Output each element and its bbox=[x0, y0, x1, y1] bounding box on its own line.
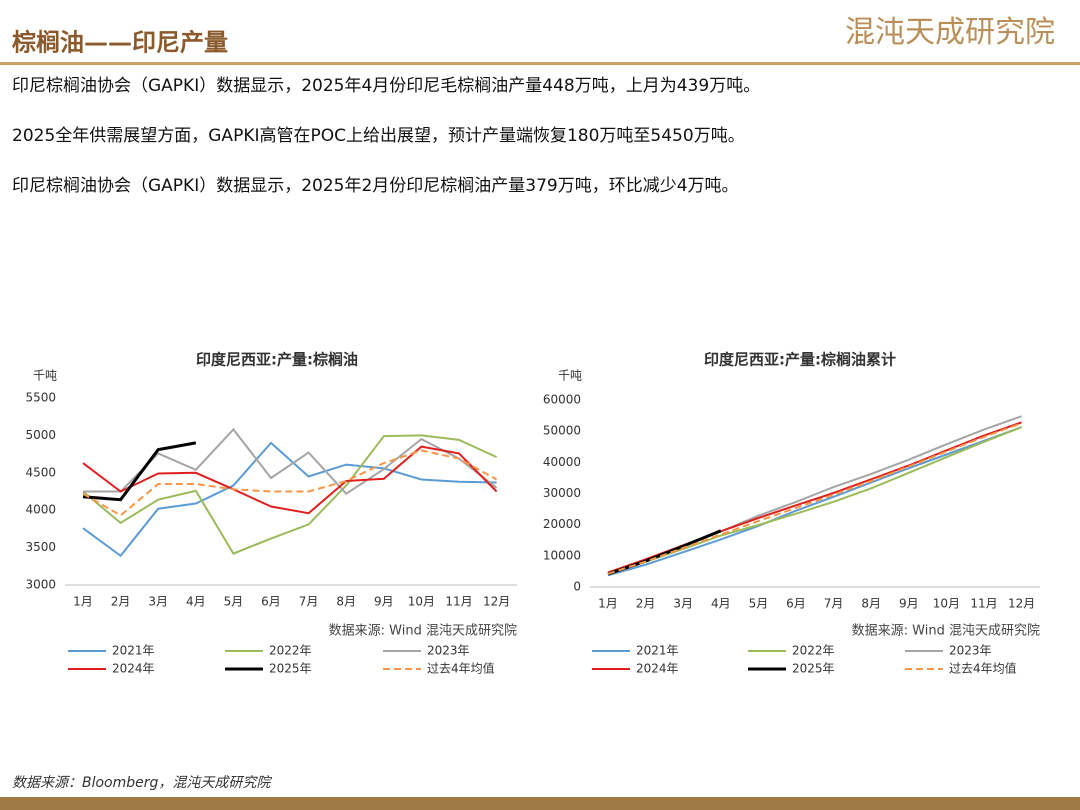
series-line bbox=[82, 441, 497, 558]
series-line bbox=[607, 529, 722, 576]
x-tick-label: 12月 bbox=[1008, 597, 1035, 611]
chart-title: 印度尼西亚:产量:棕榈油累计 bbox=[704, 351, 896, 369]
legend-label: 2025年 bbox=[269, 662, 312, 676]
x-tick-label: 12月 bbox=[483, 595, 510, 609]
x-tick-label: 5月 bbox=[749, 597, 769, 611]
legend-label: 2021年 bbox=[636, 644, 679, 658]
legend-label: 2024年 bbox=[112, 662, 155, 676]
series-line bbox=[82, 445, 498, 515]
y-tick-label: 30000 bbox=[543, 486, 581, 500]
x-tick-label: 9月 bbox=[374, 595, 394, 609]
legend-label: 2025年 bbox=[792, 662, 835, 676]
legend-label: 2022年 bbox=[269, 644, 312, 658]
y-tick-label: 5000 bbox=[25, 428, 56, 442]
x-tick-label: 2月 bbox=[636, 597, 656, 611]
x-tick-label: 4月 bbox=[711, 597, 731, 611]
x-tick-label: 5月 bbox=[224, 595, 244, 609]
x-tick-label: 3月 bbox=[148, 595, 168, 609]
x-tick-label: 4月 bbox=[186, 595, 206, 609]
x-tick-label: 6月 bbox=[786, 597, 806, 611]
y-tick-label: 0 bbox=[573, 580, 581, 594]
legend-label: 过去4年均值 bbox=[427, 661, 495, 676]
chart-title: 印度尼西亚:产量:棕榈油 bbox=[196, 351, 358, 369]
paragraph: 印尼棕榈油协会（GAPKI）数据显示，2025年4月份印尼毛棕榈油产量448万吨… bbox=[12, 76, 760, 96]
footer-bar bbox=[0, 797, 1080, 810]
x-tick-label: 8月 bbox=[336, 595, 356, 609]
series-line bbox=[82, 449, 498, 517]
x-tick-label: 10月 bbox=[408, 595, 435, 609]
paragraph: 印尼棕榈油协会（GAPKI）数据显示，2025年2月份印尼棕榈油产量379万吨，… bbox=[12, 176, 739, 196]
chart-source: 数据来源: Wind 混沌天成研究院 bbox=[329, 624, 517, 639]
series-line bbox=[83, 427, 498, 496]
y-tick-label: 20000 bbox=[543, 517, 581, 531]
y-tick-label: 10000 bbox=[543, 548, 581, 562]
x-tick-label: 3月 bbox=[673, 597, 693, 611]
y-tick-label: 40000 bbox=[543, 455, 581, 469]
legend-label: 2022年 bbox=[792, 644, 835, 658]
x-tick-label: 7月 bbox=[824, 597, 844, 611]
x-tick-label: 2月 bbox=[111, 595, 131, 609]
x-tick-label: 11月 bbox=[970, 597, 997, 611]
y-tick-label: 3500 bbox=[25, 540, 56, 554]
slide-title: 棕榈油——印尼产量 bbox=[12, 28, 228, 57]
legend-label: 2024年 bbox=[636, 662, 679, 676]
legend-label: 2023年 bbox=[949, 644, 992, 658]
y-unit: 千吨 bbox=[33, 369, 57, 383]
y-tick-label: 60000 bbox=[543, 393, 581, 407]
series-line bbox=[607, 426, 1022, 577]
x-tick-label: 6月 bbox=[261, 595, 281, 609]
x-tick-label: 1月 bbox=[73, 595, 93, 609]
series-line bbox=[82, 441, 197, 502]
y-tick-label: 4500 bbox=[25, 465, 56, 479]
x-tick-label: 9月 bbox=[899, 597, 919, 611]
series-line bbox=[82, 434, 498, 555]
chart-source: 数据来源: Wind 混沌天成研究院 bbox=[852, 624, 1040, 639]
header-rule bbox=[0, 62, 1080, 65]
footer-source: 数据来源：Bloomberg，混沌天成研究院 bbox=[12, 775, 272, 791]
legend-label: 2021年 bbox=[112, 644, 155, 658]
y-tick-label: 4000 bbox=[25, 503, 56, 517]
paragraph: 2025全年供需展望方面，GAPKI高管在POC上给出展望，预计产量端恢复180… bbox=[12, 126, 745, 146]
legend-label: 2023年 bbox=[427, 644, 470, 658]
x-tick-label: 11月 bbox=[445, 595, 472, 609]
logo: 混沌天成研究院 bbox=[845, 15, 1055, 50]
series-line bbox=[607, 422, 1022, 575]
y-tick-label: 3000 bbox=[25, 578, 56, 592]
x-tick-label: 7月 bbox=[299, 595, 319, 609]
x-tick-label: 1月 bbox=[598, 597, 618, 611]
y-unit: 千吨 bbox=[558, 369, 582, 383]
x-tick-label: 8月 bbox=[861, 597, 881, 611]
x-tick-label: 10月 bbox=[933, 597, 960, 611]
y-tick-label: 50000 bbox=[543, 424, 581, 438]
legend-label: 过去4年均值 bbox=[949, 661, 1017, 676]
y-tick-label: 5500 bbox=[25, 391, 56, 405]
